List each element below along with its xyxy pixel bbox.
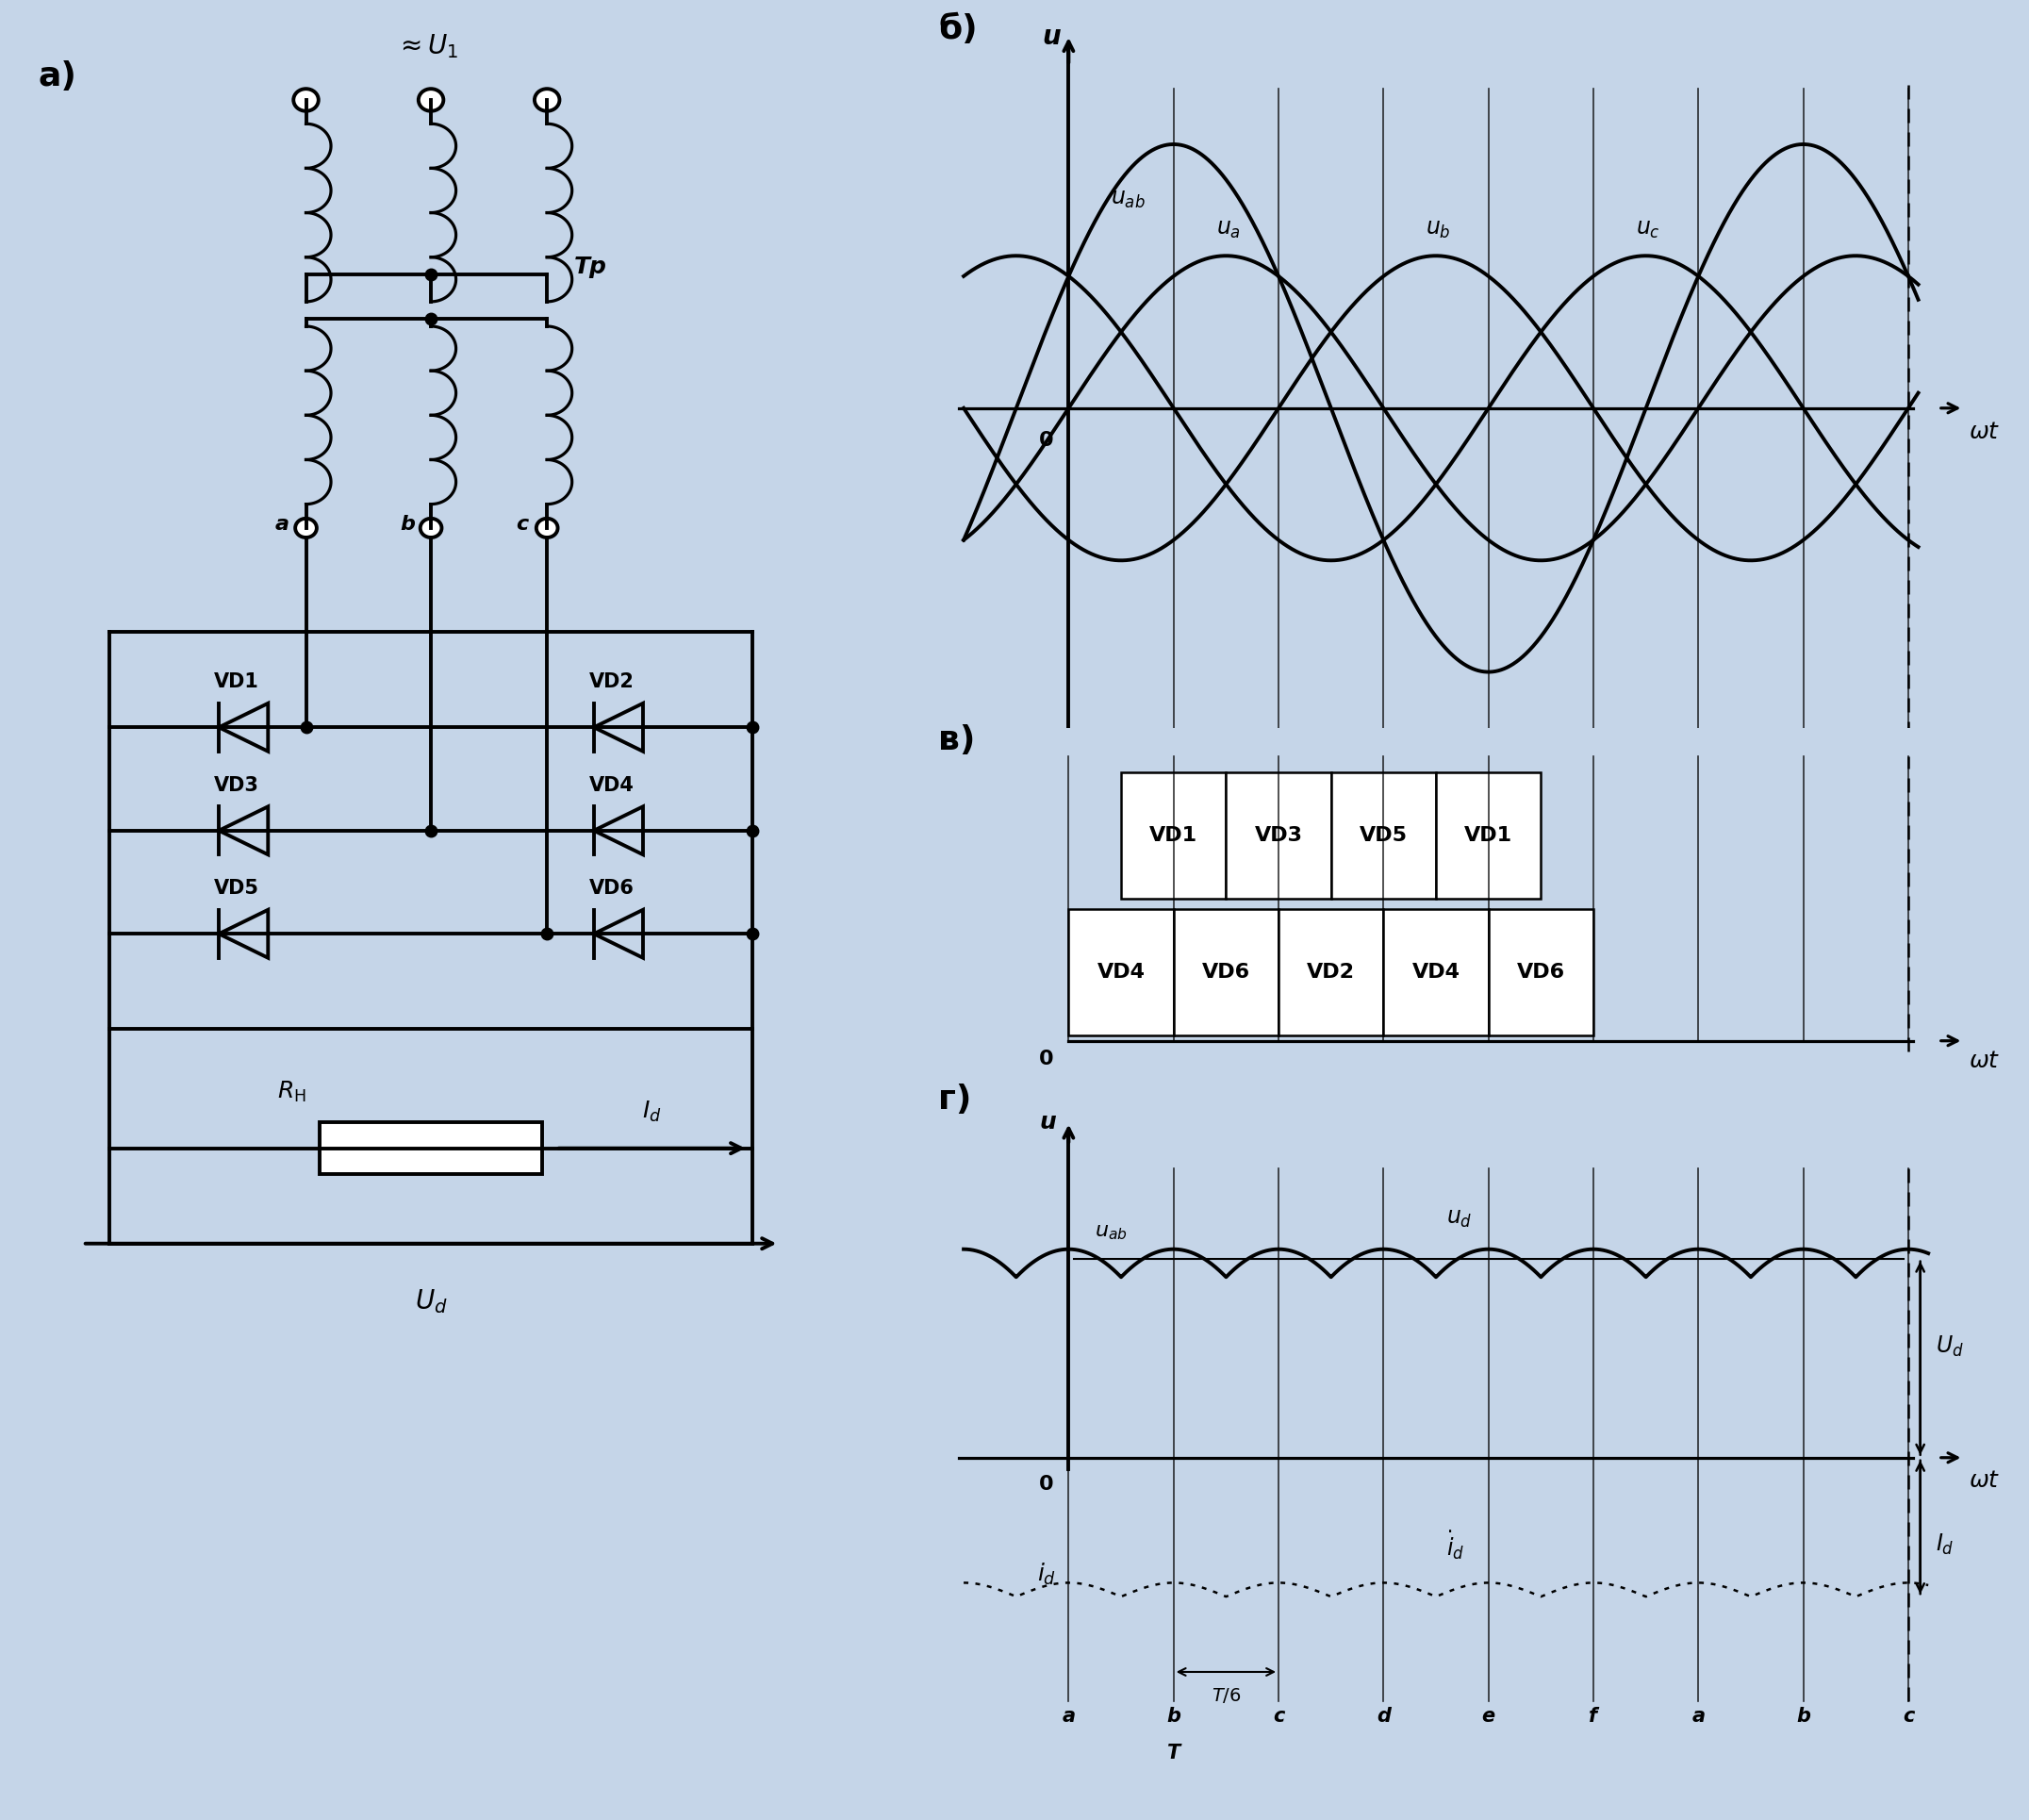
Bar — [1278, 910, 1384, 1036]
Text: c: c — [1903, 1707, 1913, 1725]
Text: VD3: VD3 — [213, 775, 260, 795]
Text: $I_d$: $I_d$ — [643, 1099, 661, 1125]
Text: u: u — [1043, 24, 1061, 51]
Text: $T/6$: $T/6$ — [1211, 1685, 1242, 1705]
Text: $u_{ab}$: $u_{ab}$ — [1112, 187, 1146, 209]
Text: $\omega t$: $\omega t$ — [1968, 1469, 2001, 1492]
Text: T: T — [1167, 1744, 1181, 1762]
Text: VD1: VD1 — [1150, 826, 1197, 844]
Text: VD4: VD4 — [1098, 963, 1144, 981]
Bar — [1226, 772, 1331, 899]
Text: $U_d$: $U_d$ — [1936, 1334, 1964, 1360]
Text: d: d — [1376, 1707, 1390, 1725]
Bar — [1173, 910, 1278, 1036]
Text: c: c — [1272, 1707, 1284, 1725]
Text: b: b — [400, 515, 414, 533]
Text: $u_d$: $u_d$ — [1447, 1207, 1473, 1230]
Circle shape — [420, 519, 442, 537]
Text: $\dot{i}_d$: $\dot{i}_d$ — [1447, 1529, 1465, 1562]
Text: VD4: VD4 — [588, 775, 635, 795]
Text: г): г) — [939, 1085, 972, 1116]
Text: $R_{\mathsf{H}}$: $R_{\mathsf{H}}$ — [276, 1079, 306, 1105]
Circle shape — [296, 519, 317, 537]
Text: e: e — [1481, 1707, 1495, 1725]
Text: a: a — [1061, 1707, 1075, 1725]
Text: VD6: VD6 — [1518, 963, 1564, 981]
Bar — [1437, 772, 1540, 899]
Text: c: c — [515, 515, 528, 533]
Text: $\omega t$: $\omega t$ — [1968, 1048, 2001, 1072]
Text: u: u — [1039, 1110, 1057, 1134]
Text: Тр: Тр — [574, 255, 607, 278]
Bar — [319, 1123, 542, 1174]
Circle shape — [534, 89, 560, 111]
Text: в): в) — [939, 724, 976, 757]
Circle shape — [536, 519, 558, 537]
Text: VD6: VD6 — [1201, 963, 1250, 981]
Text: VD4: VD4 — [1412, 963, 1461, 981]
Text: a: a — [274, 515, 288, 533]
Text: $u_a$: $u_a$ — [1215, 218, 1240, 240]
Bar — [1122, 772, 1226, 899]
Text: VD3: VD3 — [1254, 826, 1303, 844]
Text: 0: 0 — [1039, 431, 1053, 450]
Text: $u_{ab}$: $u_{ab}$ — [1096, 1223, 1128, 1243]
Text: VD5: VD5 — [1359, 826, 1408, 844]
Text: 0: 0 — [1039, 1048, 1053, 1068]
Text: VD1: VD1 — [213, 673, 260, 692]
Text: б): б) — [939, 13, 978, 46]
Circle shape — [294, 89, 319, 111]
Text: f: f — [1589, 1707, 1597, 1725]
Text: a: a — [1692, 1707, 1704, 1725]
Text: $i_d$: $i_d$ — [1037, 1562, 1057, 1587]
Text: $u_c$: $u_c$ — [1635, 218, 1660, 240]
Bar — [1489, 910, 1593, 1036]
Bar — [1069, 910, 1173, 1036]
Text: VD1: VD1 — [1465, 826, 1512, 844]
Text: $\omega t$: $\omega t$ — [1968, 420, 2001, 442]
Text: VD6: VD6 — [588, 879, 635, 897]
Text: VD5: VD5 — [213, 879, 260, 897]
Text: b: b — [1167, 1707, 1181, 1725]
Circle shape — [418, 89, 444, 111]
Text: а): а) — [39, 60, 77, 93]
Text: $I_d$: $I_d$ — [1936, 1532, 1954, 1556]
Text: VD2: VD2 — [588, 673, 635, 692]
Bar — [1331, 772, 1437, 899]
Text: b: b — [1796, 1707, 1810, 1725]
Text: VD2: VD2 — [1307, 963, 1355, 981]
Text: 0: 0 — [1039, 1474, 1053, 1494]
Text: $\approx U_1$: $\approx U_1$ — [396, 33, 459, 60]
Bar — [1384, 910, 1489, 1036]
Text: $U_d$: $U_d$ — [414, 1287, 446, 1316]
Text: $u_b$: $u_b$ — [1426, 218, 1451, 240]
